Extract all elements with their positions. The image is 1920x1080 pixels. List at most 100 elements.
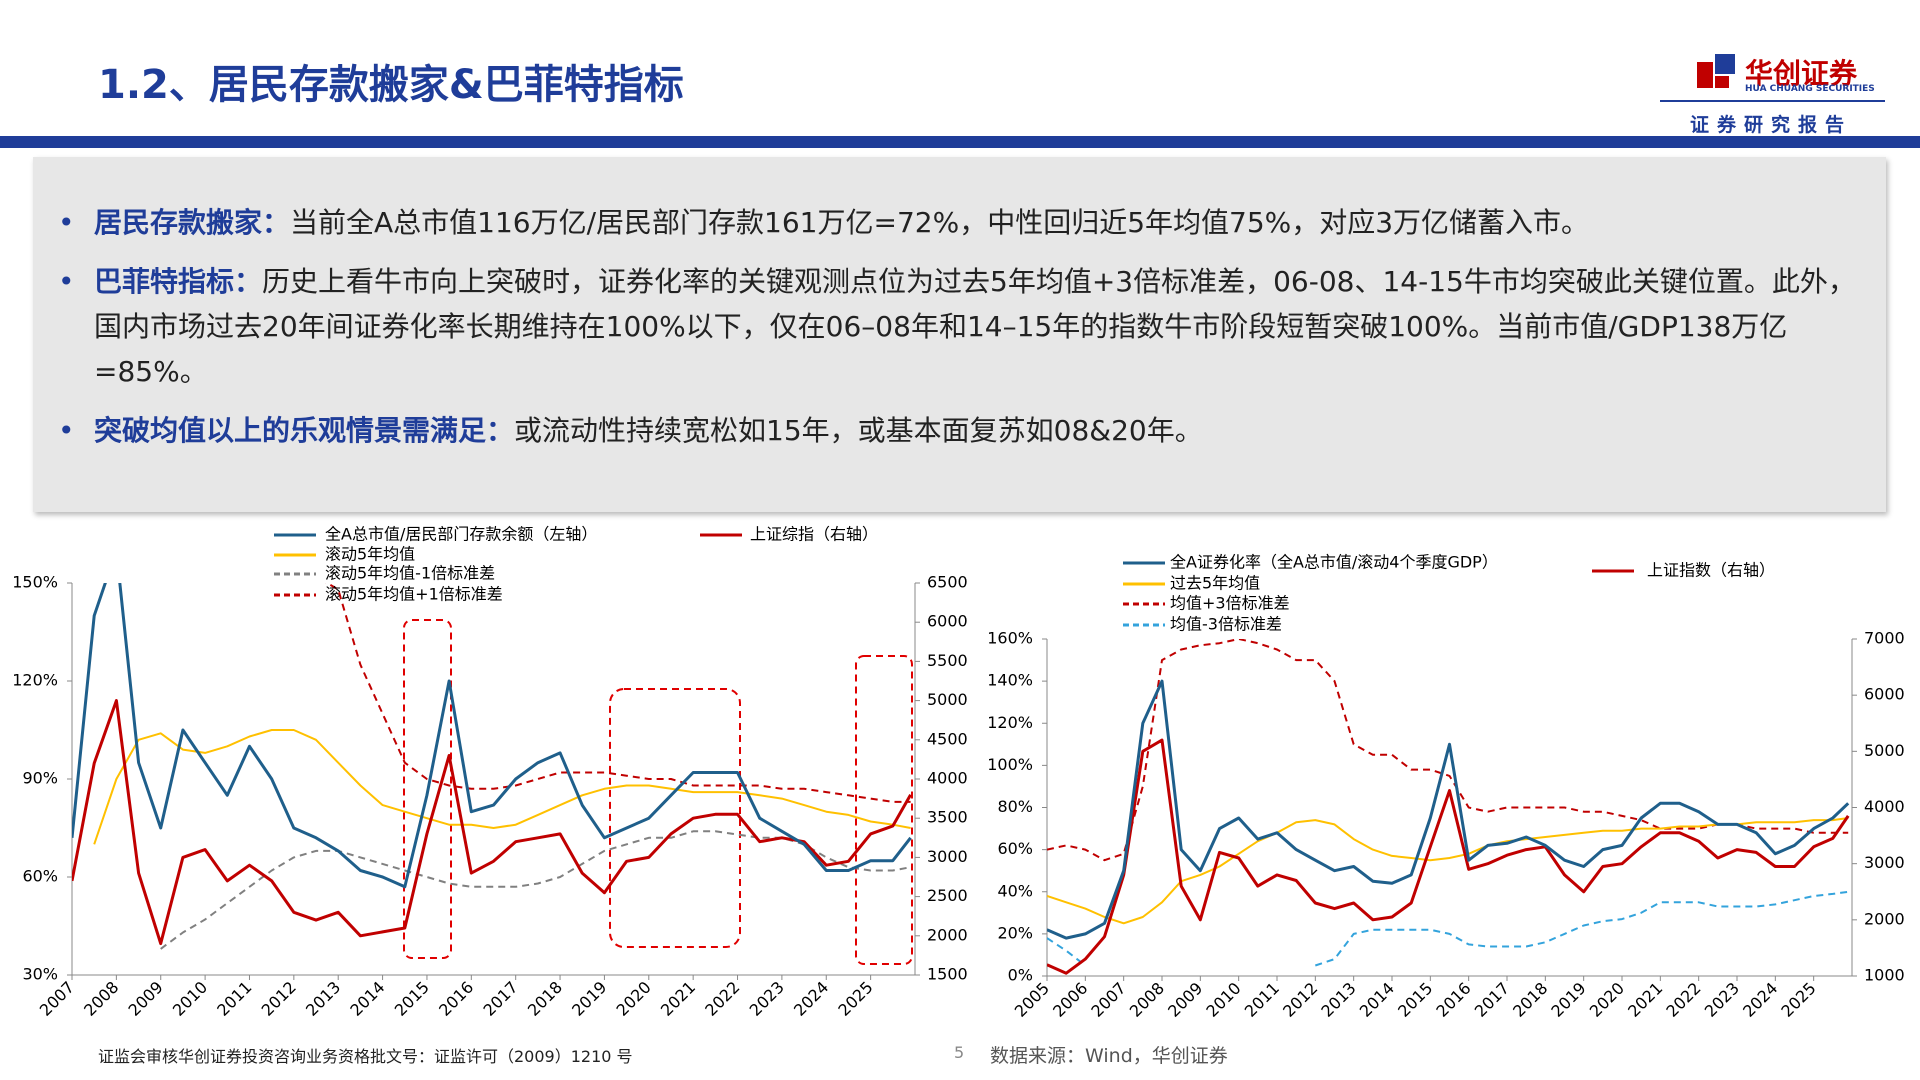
x-tick-label: 2024	[1739, 979, 1781, 1021]
x-tick-label: 2018	[1509, 979, 1551, 1021]
y-tick-label: 90%	[22, 769, 58, 788]
bullet-text: 历史上看牛市向上突破时，证券化率的关键观测点位为过去5年均值+3倍标准差，06-…	[94, 265, 1856, 388]
x-tick-label: 2016	[435, 978, 477, 1020]
rule	[1660, 100, 1885, 102]
x-tick-label: 2012	[1279, 979, 1321, 1021]
x-tick-label: 2021	[657, 978, 699, 1020]
highlight-box	[609, 688, 741, 948]
series-line	[1047, 679, 1850, 940]
x-tick-label: 2023	[746, 978, 788, 1020]
x-tick-label: 2009	[1164, 979, 1206, 1021]
y-tick-label: 60%	[22, 867, 58, 886]
y2-tick-label: 6500	[927, 573, 968, 592]
x-tick-label: 2017	[479, 978, 521, 1020]
x-tick-label: 2010	[1202, 979, 1244, 1021]
legend-label: 滚动5年均值	[325, 545, 415, 564]
series-line	[1047, 890, 1849, 967]
series-line	[72, 583, 912, 889]
y-tick-label: 120%	[987, 713, 1033, 732]
y-tick-label: 60%	[997, 839, 1033, 858]
x-tick-label: 2008	[1126, 979, 1168, 1021]
y2-tick-label: 4000	[927, 769, 968, 788]
y2-tick-label: 2000	[1864, 909, 1905, 928]
x-tick-label: 2016	[1432, 979, 1474, 1021]
highlight-box	[403, 619, 452, 959]
x-tick-label: 2017	[1471, 979, 1513, 1021]
x-tick-label: 2023	[1701, 979, 1743, 1021]
x-tick-label: 2010	[169, 978, 211, 1020]
y2-tick-label: 2000	[927, 925, 968, 944]
x-tick-label: 2006	[1049, 979, 1091, 1021]
bullet-text: 或流动性持续宽松如15年，或基本面复苏如08&20年。	[514, 414, 1203, 447]
legend-label: 过去5年均值	[1170, 574, 1260, 593]
series-line	[160, 830, 911, 950]
legend-label: 均值+3倍标准差	[1170, 594, 1290, 613]
y2-tick-label: 3500	[927, 808, 968, 827]
x-tick-label: 2025	[834, 978, 876, 1020]
y2-tick-label: 5500	[927, 651, 968, 670]
y-tick-label: 20%	[997, 923, 1033, 942]
y2-tick-label: 5000	[1864, 741, 1905, 760]
x-tick-label: 2013	[1317, 979, 1359, 1021]
source: 数据来源：Wind，华创证券	[990, 1045, 1228, 1067]
highlight-box	[855, 655, 913, 965]
logo-icon	[1697, 54, 1735, 88]
x-tick-label: 2021	[1624, 979, 1666, 1021]
bullet: 居民存款搬家：当前全A总市值116万亿/居民部门存款161万亿=72%，中性回归…	[58, 200, 1878, 245]
y-tick-label: 0%	[1008, 966, 1033, 985]
x-tick-label: 2007	[1087, 979, 1129, 1021]
x-tick-label: 2014	[1356, 979, 1398, 1021]
x-tick-label: 2008	[80, 978, 122, 1020]
y2-tick-label: 6000	[927, 612, 968, 631]
series-line	[1047, 817, 1849, 925]
y2-tick-label: 6000	[1864, 685, 1905, 704]
x-tick-label: 2011	[1241, 979, 1283, 1021]
x-tick-label: 2022	[701, 978, 743, 1020]
legend-label: 上证综指（右轴）	[750, 525, 878, 544]
y2-tick-label: 1000	[1864, 966, 1905, 985]
logo-en: HUA CHUANG SECURITIES	[1745, 84, 1875, 94]
y2-tick-label: 2500	[927, 886, 968, 905]
x-tick-label: 2013	[302, 978, 344, 1020]
x-tick-label: 2025	[1777, 979, 1819, 1021]
x-tick-label: 2007	[36, 978, 78, 1020]
header-bar	[0, 136, 1920, 148]
x-tick-label: 2024	[790, 978, 832, 1020]
bullet: 巴菲特指标：历史上看牛市向上突破时，证券化率的关键观测点位为过去5年均值+3倍标…	[58, 259, 1878, 394]
legend-label: 上证指数（右轴）	[1647, 561, 1775, 580]
y2-tick-label: 4500	[927, 729, 968, 748]
bullet: 突破均值以上的乐观情景需满足：或流动性持续宽松如15年，或基本面复苏如08&20…	[58, 408, 1878, 453]
y-tick-label: 120%	[12, 671, 58, 690]
legend-label: 滚动5年均值+1倍标准差	[325, 585, 503, 604]
bullet-lead: 居民存款搬家：	[94, 206, 291, 239]
bullet-list: 居民存款搬家：当前全A总市值116万亿/居民部门存款161万亿=72%，中性回归…	[58, 200, 1878, 467]
y-tick-label: 150%	[12, 573, 58, 592]
y-tick-label: 40%	[997, 881, 1033, 900]
y2-tick-label: 1500	[927, 965, 968, 984]
x-tick-label: 2018	[524, 978, 566, 1020]
plot-area	[72, 583, 912, 950]
plot-area	[1047, 639, 1850, 975]
x-tick-label: 2019	[1547, 979, 1589, 1021]
bullet-text: 当前全A总市值116万亿/居民部门存款161万亿=72%，中性回归近5年均值75…	[290, 206, 1590, 239]
x-tick-label: 2015	[1394, 979, 1436, 1021]
y-tick-label: 140%	[987, 671, 1033, 690]
x-tick-label: 2014	[346, 978, 388, 1020]
legend-label: 全A证券化率（全A总市值/滚动4个季度GDP）	[1170, 553, 1498, 572]
y2-tick-label: 3000	[1864, 853, 1905, 872]
series-line	[93, 729, 911, 845]
x-tick-label: 2012	[258, 978, 300, 1020]
series-line	[1047, 738, 1850, 975]
legend-label: 滚动5年均值-1倍标准差	[325, 564, 495, 583]
legend-label: 均值-3倍标准差	[1170, 615, 1282, 634]
report-type: 证券研究报告	[1690, 114, 1853, 136]
series-line	[325, 583, 911, 803]
x-tick-label: 2022	[1662, 979, 1704, 1021]
footer-note: 证监会审核华创证券投资咨询业务资格批文号：证监许可（2009）1210 号	[98, 1047, 633, 1066]
y2-tick-label: 4000	[1864, 797, 1905, 816]
series-line	[72, 699, 912, 946]
bullet-lead: 突破均值以上的乐观情景需满足：	[94, 414, 515, 447]
charts: 30% 60% 90% 120% 150% 1500 2000 2500 3000 3500 400…	[12, 525, 1905, 1021]
x-tick-label: 2020	[1586, 979, 1628, 1021]
